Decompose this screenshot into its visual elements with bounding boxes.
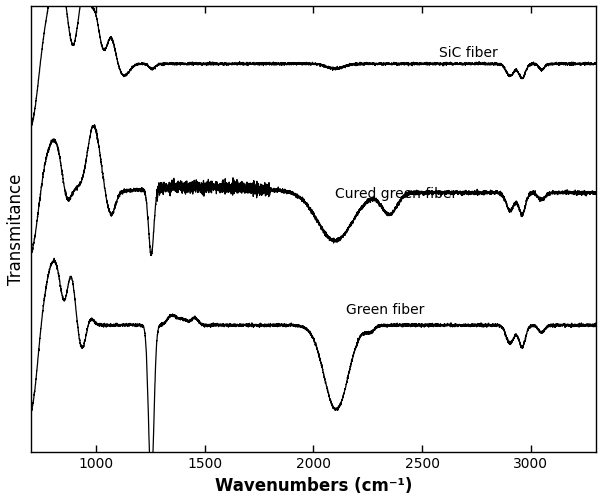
Text: Cured green fiber: Cured green fiber (335, 186, 457, 200)
Text: Green fiber: Green fiber (346, 303, 425, 317)
Text: SiC fiber: SiC fiber (440, 46, 498, 60)
X-axis label: Wavenumbers (cm⁻¹): Wavenumbers (cm⁻¹) (215, 476, 412, 494)
Y-axis label: Transmitance: Transmitance (7, 174, 25, 285)
